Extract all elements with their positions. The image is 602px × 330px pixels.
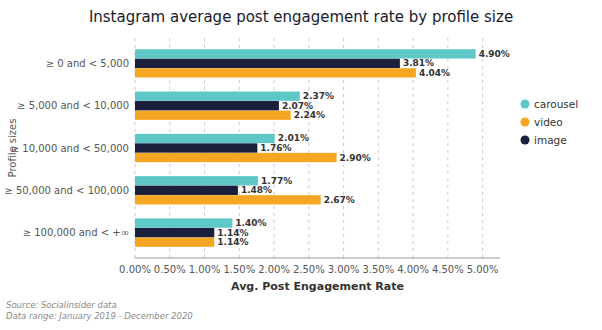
- x-tick-label: 3.00%: [328, 264, 360, 275]
- data-labels: 4.90% 2.37% 2.01% 1.77% 1.40% 4.04% 2.24% 2.90%…: [217, 49, 510, 247]
- x-axis-label: Avg. Post Engagement Rate: [231, 280, 404, 293]
- legend: carousel video image: [521, 98, 579, 146]
- x-tick-label: 1.00%: [189, 264, 221, 275]
- x-tick-label: 4.00%: [397, 264, 429, 275]
- x-axis-line: [135, 258, 500, 259]
- data-label: 2.01%: [278, 133, 309, 143]
- x-tick-label: 5.00%: [467, 264, 499, 275]
- annotation: Data range: January 2019 - December 2020: [6, 311, 193, 321]
- x-tick-label: 2.00%: [258, 264, 290, 275]
- data-label: 1.77%: [261, 176, 292, 186]
- data-label: 1.40%: [235, 218, 266, 228]
- x-tick-label: 2.50%: [293, 264, 325, 275]
- bar: [135, 111, 291, 120]
- data-label: 1.14%: [217, 237, 248, 247]
- grid: [135, 38, 483, 258]
- bar: [135, 92, 300, 101]
- bar: [135, 186, 238, 195]
- data-label: 2.07%: [282, 101, 313, 111]
- bar: [135, 195, 321, 204]
- x-tick-label: 1.50%: [223, 264, 255, 275]
- bar: [135, 176, 258, 185]
- x-tick-label: 4.50%: [432, 264, 464, 275]
- bar: [135, 101, 279, 110]
- grid-line: [482, 38, 483, 258]
- y-tick-label: ≥ 10,000 and < 50,000: [11, 143, 129, 154]
- bar: [135, 59, 400, 68]
- data-label: 2.37%: [303, 91, 334, 101]
- data-label: 2.24%: [294, 110, 325, 120]
- bar: [135, 143, 257, 152]
- data-label: 1.48%: [241, 185, 272, 195]
- data-label: 4.04%: [419, 68, 450, 78]
- data-label: 1.14%: [217, 228, 248, 238]
- background: [0, 0, 602, 330]
- data-label: 1.76%: [260, 143, 291, 153]
- y-tick-label: ≥ 0 and < 5,000: [46, 58, 129, 69]
- bar: [135, 134, 275, 143]
- bars: [135, 49, 476, 247]
- x-tick-label: 3.50%: [362, 264, 394, 275]
- legend-label: image: [534, 134, 567, 146]
- bar: [135, 237, 214, 246]
- chart: Instagram average post engagement rate b…: [0, 0, 602, 330]
- y-tick-label: ≥ 5,000 and < 10,000: [17, 100, 129, 111]
- data-label: 2.90%: [340, 153, 371, 163]
- bar: [135, 153, 337, 162]
- y-tick-label: ≥ 100,000 and < +∞: [23, 227, 129, 238]
- legend-marker: [521, 100, 530, 109]
- bar: [135, 49, 476, 58]
- legend-marker: [521, 136, 530, 145]
- y-tick-label: ≥ 50,000 and < 100,000: [4, 185, 129, 196]
- y-axis-label: Profile sizes: [7, 119, 18, 178]
- bar: [135, 218, 232, 227]
- data-label: 4.90%: [479, 49, 510, 59]
- x-tick-label: 0.50%: [154, 264, 186, 275]
- title: Instagram average post engagement rate b…: [89, 8, 513, 26]
- bar: [135, 228, 214, 237]
- bar: [135, 68, 416, 77]
- annotation: Source: Socialinsider data: [6, 300, 117, 310]
- legend-label: carousel: [534, 98, 578, 110]
- x-tick-label: 0.00%: [119, 264, 151, 275]
- legend-marker: [521, 118, 530, 127]
- data-label: 2.67%: [324, 195, 355, 205]
- data-label: 3.81%: [403, 58, 434, 68]
- legend-label: video: [534, 116, 563, 128]
